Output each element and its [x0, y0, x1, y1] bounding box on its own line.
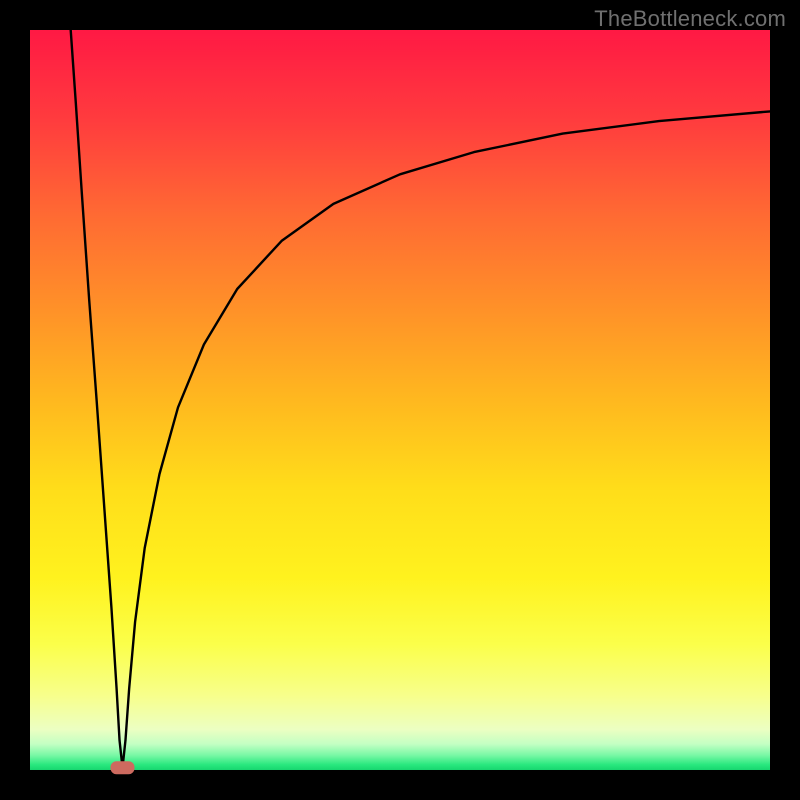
chart-svg: [0, 0, 800, 800]
watermark-text: TheBottleneck.com: [594, 6, 786, 32]
plot-background: [30, 30, 770, 770]
minimum-marker: [111, 761, 135, 774]
bottleneck-chart: TheBottleneck.com: [0, 0, 800, 800]
